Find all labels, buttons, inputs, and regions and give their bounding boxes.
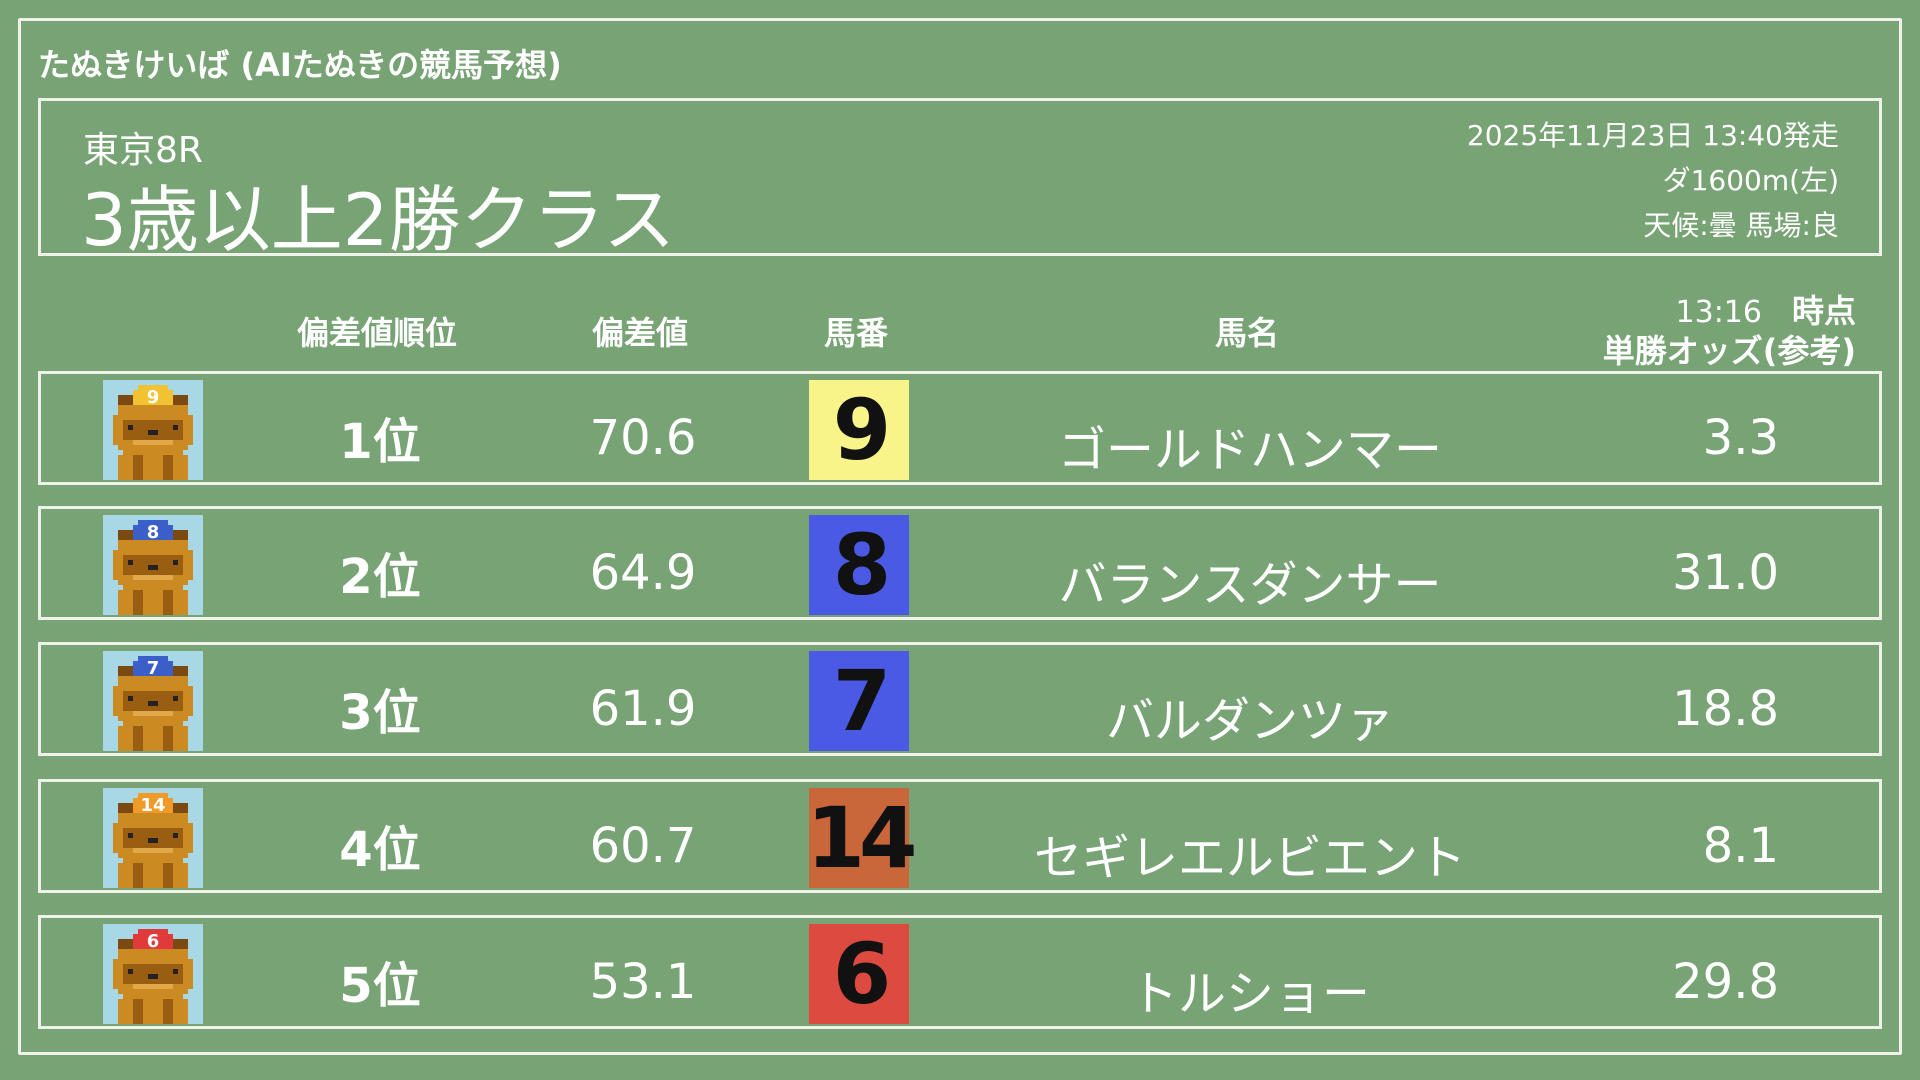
race-conditions: 天候:曇 馬場:良	[1643, 209, 1839, 242]
odds: 29.8	[1672, 954, 1779, 1010]
header-name: 馬名	[1214, 314, 1280, 352]
race-meta: 2025年11月23日 13:40発走 ダ1600m(左) 天候:曇 馬場:良	[1467, 113, 1839, 248]
race-venue: 東京8R	[83, 130, 203, 171]
rank: 3位	[339, 685, 421, 741]
horse-name: トルショー	[1129, 966, 1371, 1022]
cap-number: 6	[147, 931, 160, 952]
odds-label: 単勝オッズ(参考)	[1602, 332, 1856, 370]
cap-number: 14	[140, 795, 165, 816]
table-row: 14 4位 60.7 14 セギレエルビエント 8.1	[38, 779, 1882, 893]
race-datetime: 2025年11月23日 13:40発走	[1466, 119, 1839, 152]
odds: 8.1	[1702, 818, 1779, 874]
tanuki-icon: 14	[103, 788, 203, 888]
odds: 3.3	[1702, 410, 1779, 466]
horse-name: バランスダンサー	[1058, 557, 1442, 613]
score: 53.1	[589, 954, 697, 1010]
score: 60.7	[589, 818, 697, 874]
cap-number: 9	[147, 387, 160, 408]
odds-time: 13:16	[1675, 295, 1762, 330]
rank: 4位	[339, 822, 421, 878]
horse-name: セギレエルビエント	[1033, 830, 1467, 886]
tanuki-icon: 6	[103, 924, 203, 1024]
horse-number-badge: 8	[809, 515, 909, 615]
score: 61.9	[589, 681, 697, 737]
horse-number-badge: 14	[806, 788, 917, 888]
rank: 5位	[339, 958, 421, 1014]
rank: 2位	[339, 549, 421, 605]
odds: 31.0	[1672, 545, 1779, 601]
site-title: たぬきけいば (AIたぬきの競馬予想)	[38, 46, 562, 84]
cap-number: 7	[147, 658, 160, 679]
table-row: 7 3位 61.9 7 バルダンツァ 18.8	[38, 642, 1882, 756]
race-course: ダ1600m(左)	[1662, 164, 1839, 197]
odds-time-suffix: 時点	[1791, 292, 1856, 330]
horse-name: ゴールドハンマー	[1057, 422, 1443, 478]
score: 64.9	[589, 545, 697, 601]
header-number: 馬番	[823, 314, 889, 352]
table-row: 8 2位 64.9 8 バランスダンサー 31.0	[38, 506, 1882, 620]
header-rank: 偏差値順位	[296, 314, 458, 352]
horse-number-badge: 9	[809, 380, 909, 480]
table-row: 6 5位 53.1 6 トルショー 29.8	[38, 915, 1882, 1029]
horse-number-badge: 6	[809, 924, 909, 1024]
tanuki-icon: 8	[103, 515, 203, 615]
table-row: 9 1位 70.6 9 ゴールドハンマー 3.3	[38, 371, 1882, 485]
outer-frame	[18, 18, 1902, 1055]
rank: 1位	[339, 414, 421, 470]
tanuki-icon: 7	[103, 651, 203, 751]
race-name: 3歳以上2勝クラス	[81, 178, 676, 262]
header-odds: 13:16 時点 単勝オッズ(参考)	[1603, 292, 1856, 370]
header-score: 偏差値	[591, 314, 689, 352]
horse-name: バルダンツァ	[1105, 693, 1395, 749]
odds: 18.8	[1672, 681, 1779, 737]
tanuki-icon: 9	[103, 380, 203, 480]
cap-number: 8	[147, 522, 160, 543]
race-header: 東京8R 3歳以上2勝クラス 2025年11月23日 13:40発走 ダ1600…	[38, 98, 1882, 262]
horse-number-badge: 7	[809, 651, 909, 751]
score: 70.6	[589, 410, 697, 466]
